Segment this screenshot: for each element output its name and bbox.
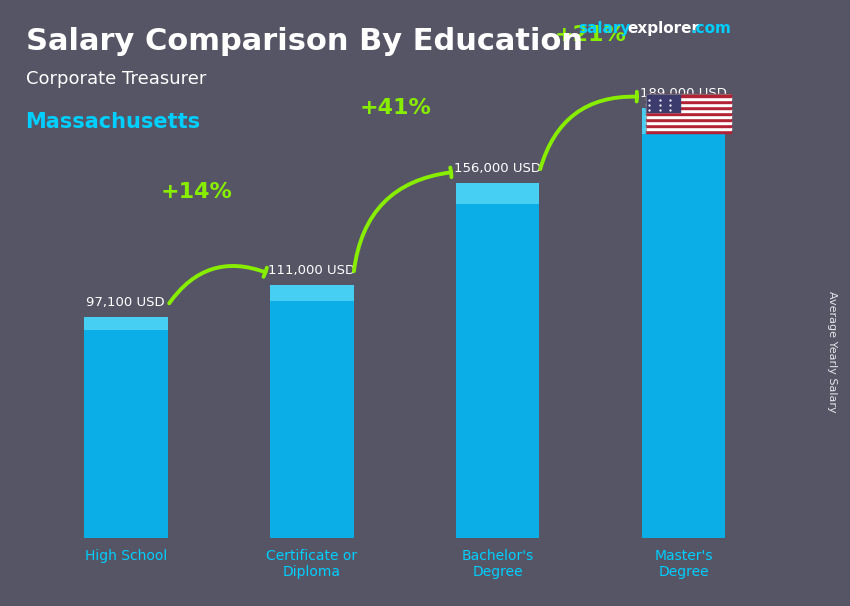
Text: 97,100 USD: 97,100 USD bbox=[87, 296, 165, 309]
Bar bbox=[646, 97, 731, 100]
Text: 156,000 USD: 156,000 USD bbox=[454, 162, 541, 175]
Text: explorer: explorer bbox=[627, 21, 700, 36]
Bar bbox=[269, 285, 354, 538]
Text: +14%: +14% bbox=[161, 182, 232, 202]
Bar bbox=[646, 112, 731, 115]
Bar bbox=[642, 108, 725, 538]
Bar bbox=[646, 94, 680, 112]
Bar bbox=[646, 118, 731, 121]
Text: .com: .com bbox=[690, 21, 731, 36]
Bar bbox=[456, 183, 540, 204]
Bar bbox=[84, 317, 167, 538]
Bar bbox=[646, 121, 731, 124]
Bar bbox=[646, 100, 731, 103]
Bar bbox=[646, 109, 731, 112]
Bar bbox=[646, 115, 731, 118]
Text: Salary Comparison By Education: Salary Comparison By Education bbox=[26, 27, 582, 56]
Bar bbox=[269, 285, 354, 301]
Bar bbox=[646, 127, 731, 130]
Text: Massachusetts: Massachusetts bbox=[26, 112, 201, 132]
Text: Corporate Treasurer: Corporate Treasurer bbox=[26, 70, 206, 88]
Bar bbox=[646, 130, 731, 133]
Text: Average Yearly Salary: Average Yearly Salary bbox=[827, 291, 837, 412]
Bar bbox=[646, 103, 731, 106]
Text: salary: salary bbox=[578, 21, 631, 36]
Text: 111,000 USD: 111,000 USD bbox=[268, 264, 355, 278]
Text: 189,000 USD: 189,000 USD bbox=[640, 87, 727, 100]
Text: +21%: +21% bbox=[555, 25, 626, 45]
Bar bbox=[84, 317, 167, 330]
Bar bbox=[456, 183, 540, 538]
Text: +41%: +41% bbox=[360, 98, 431, 118]
Bar bbox=[646, 106, 731, 109]
Bar bbox=[646, 124, 731, 127]
Bar bbox=[642, 108, 725, 134]
Bar bbox=[646, 94, 731, 97]
